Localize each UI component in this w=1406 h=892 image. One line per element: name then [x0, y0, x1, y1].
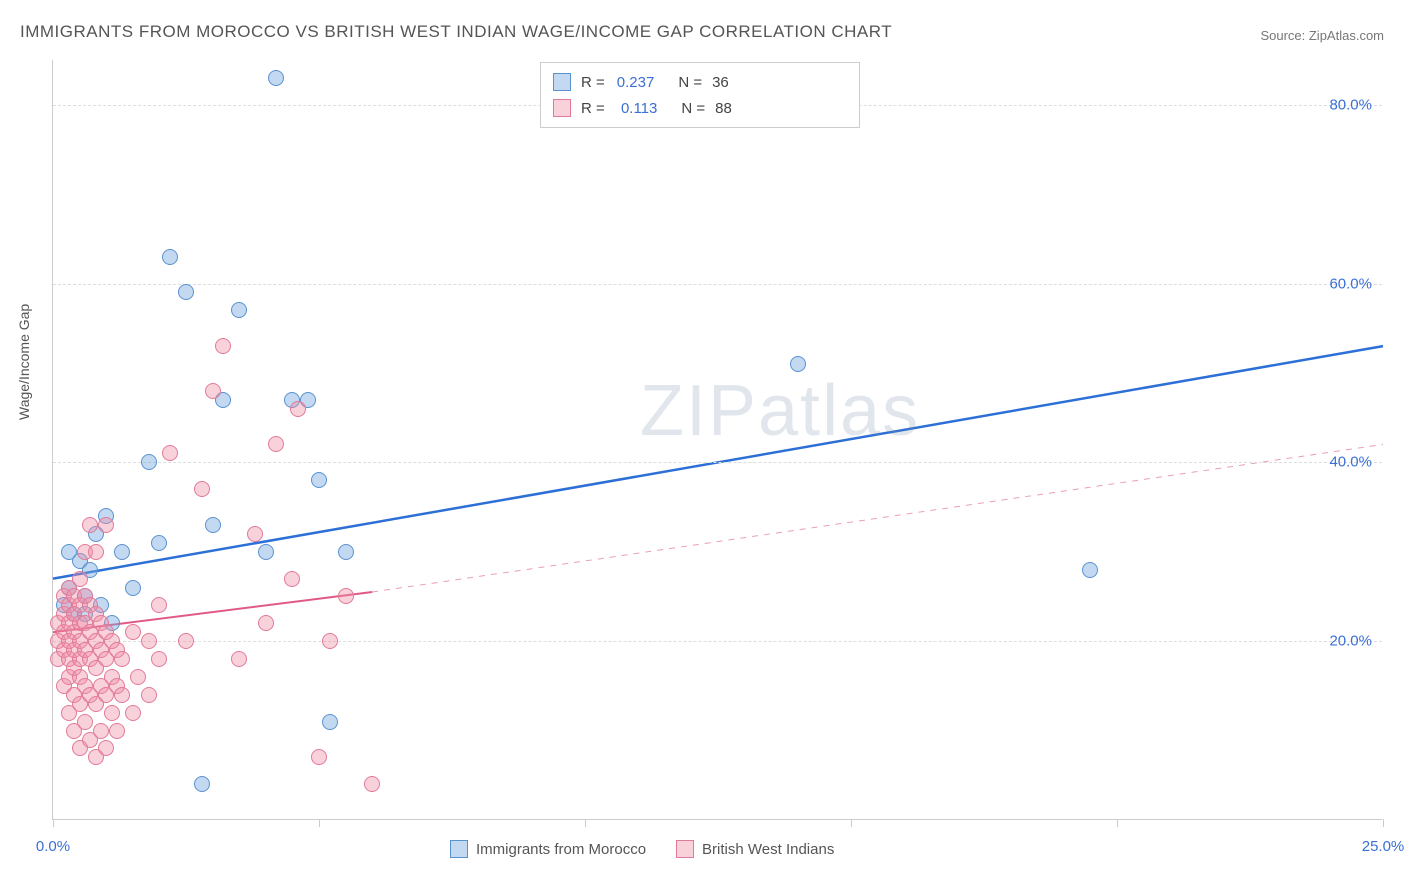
y-tick-label: 40.0%	[1329, 454, 1372, 471]
scatter-point	[322, 714, 338, 730]
gridline	[53, 462, 1382, 463]
x-tick-label: 0.0%	[36, 838, 70, 855]
scatter-point	[178, 284, 194, 300]
x-tick-label: 25.0%	[1362, 838, 1405, 855]
scatter-point	[88, 544, 104, 560]
scatter-point	[205, 517, 221, 533]
legend-row-morocco: R =0.237 N =36	[553, 69, 847, 95]
x-tick	[319, 819, 320, 827]
y-axis-label: Wage/Income Gap	[16, 304, 32, 420]
gridline	[53, 641, 1382, 642]
scatter-point	[104, 705, 120, 721]
scatter-point	[1082, 562, 1098, 578]
swatch-pink-icon	[676, 840, 694, 858]
series-legend: Immigrants from Morocco British West Ind…	[450, 840, 834, 858]
scatter-point	[72, 571, 88, 587]
scatter-point	[311, 749, 327, 765]
scatter-point	[141, 454, 157, 470]
scatter-point	[231, 302, 247, 318]
scatter-point	[322, 633, 338, 649]
scatter-point	[258, 615, 274, 631]
scatter-point	[98, 517, 114, 533]
legend-row-bwi: R = 0.113 N =88	[553, 95, 847, 121]
scatter-point	[93, 723, 109, 739]
scatter-point	[178, 633, 194, 649]
scatter-point	[290, 401, 306, 417]
scatter-point	[194, 481, 210, 497]
scatter-point	[141, 687, 157, 703]
scatter-point	[125, 580, 141, 596]
scatter-point	[247, 526, 263, 542]
scatter-point	[258, 544, 274, 560]
scatter-point	[790, 356, 806, 372]
scatter-point	[162, 249, 178, 265]
scatter-point	[114, 687, 130, 703]
swatch-blue-icon	[450, 840, 468, 858]
scatter-point	[205, 383, 221, 399]
chart-title: IMMIGRANTS FROM MOROCCO VS BRITISH WEST …	[20, 22, 892, 42]
x-tick	[1117, 819, 1118, 827]
y-tick-label: 80.0%	[1329, 96, 1372, 113]
scatter-point	[141, 633, 157, 649]
scatter-point	[268, 70, 284, 86]
swatch-blue	[553, 73, 571, 91]
scatter-point	[231, 651, 247, 667]
legend-item-morocco: Immigrants from Morocco	[450, 840, 646, 858]
swatch-pink	[553, 99, 571, 117]
scatter-point	[151, 597, 167, 613]
scatter-point	[82, 517, 98, 533]
scatter-point	[151, 651, 167, 667]
x-tick	[851, 819, 852, 827]
scatter-point	[284, 571, 300, 587]
scatter-point	[114, 544, 130, 560]
scatter-point	[125, 624, 141, 640]
scatter-point	[109, 723, 125, 739]
legend-item-bwi: British West Indians	[676, 840, 834, 858]
scatter-point	[125, 705, 141, 721]
scatter-point	[215, 338, 231, 354]
trend-lines	[53, 60, 1383, 820]
scatter-point	[151, 535, 167, 551]
scatter-point	[268, 436, 284, 452]
source-credit: Source: ZipAtlas.com	[1260, 28, 1384, 43]
scatter-point	[311, 472, 327, 488]
scatter-point	[98, 740, 114, 756]
scatter-point	[130, 669, 146, 685]
scatter-point	[364, 776, 380, 792]
scatter-plot: 20.0%40.0%60.0%80.0%0.0%25.0%	[52, 60, 1382, 820]
scatter-point	[338, 544, 354, 560]
scatter-point	[338, 588, 354, 604]
x-tick	[53, 819, 54, 827]
scatter-point	[162, 445, 178, 461]
x-tick	[585, 819, 586, 827]
y-tick-label: 20.0%	[1329, 633, 1372, 650]
gridline	[53, 284, 1382, 285]
scatter-point	[77, 714, 93, 730]
scatter-point	[194, 776, 210, 792]
x-tick	[1383, 819, 1384, 827]
correlation-legend: R =0.237 N =36 R = 0.113 N =88	[540, 62, 860, 128]
scatter-point	[114, 651, 130, 667]
y-tick-label: 60.0%	[1329, 275, 1372, 292]
